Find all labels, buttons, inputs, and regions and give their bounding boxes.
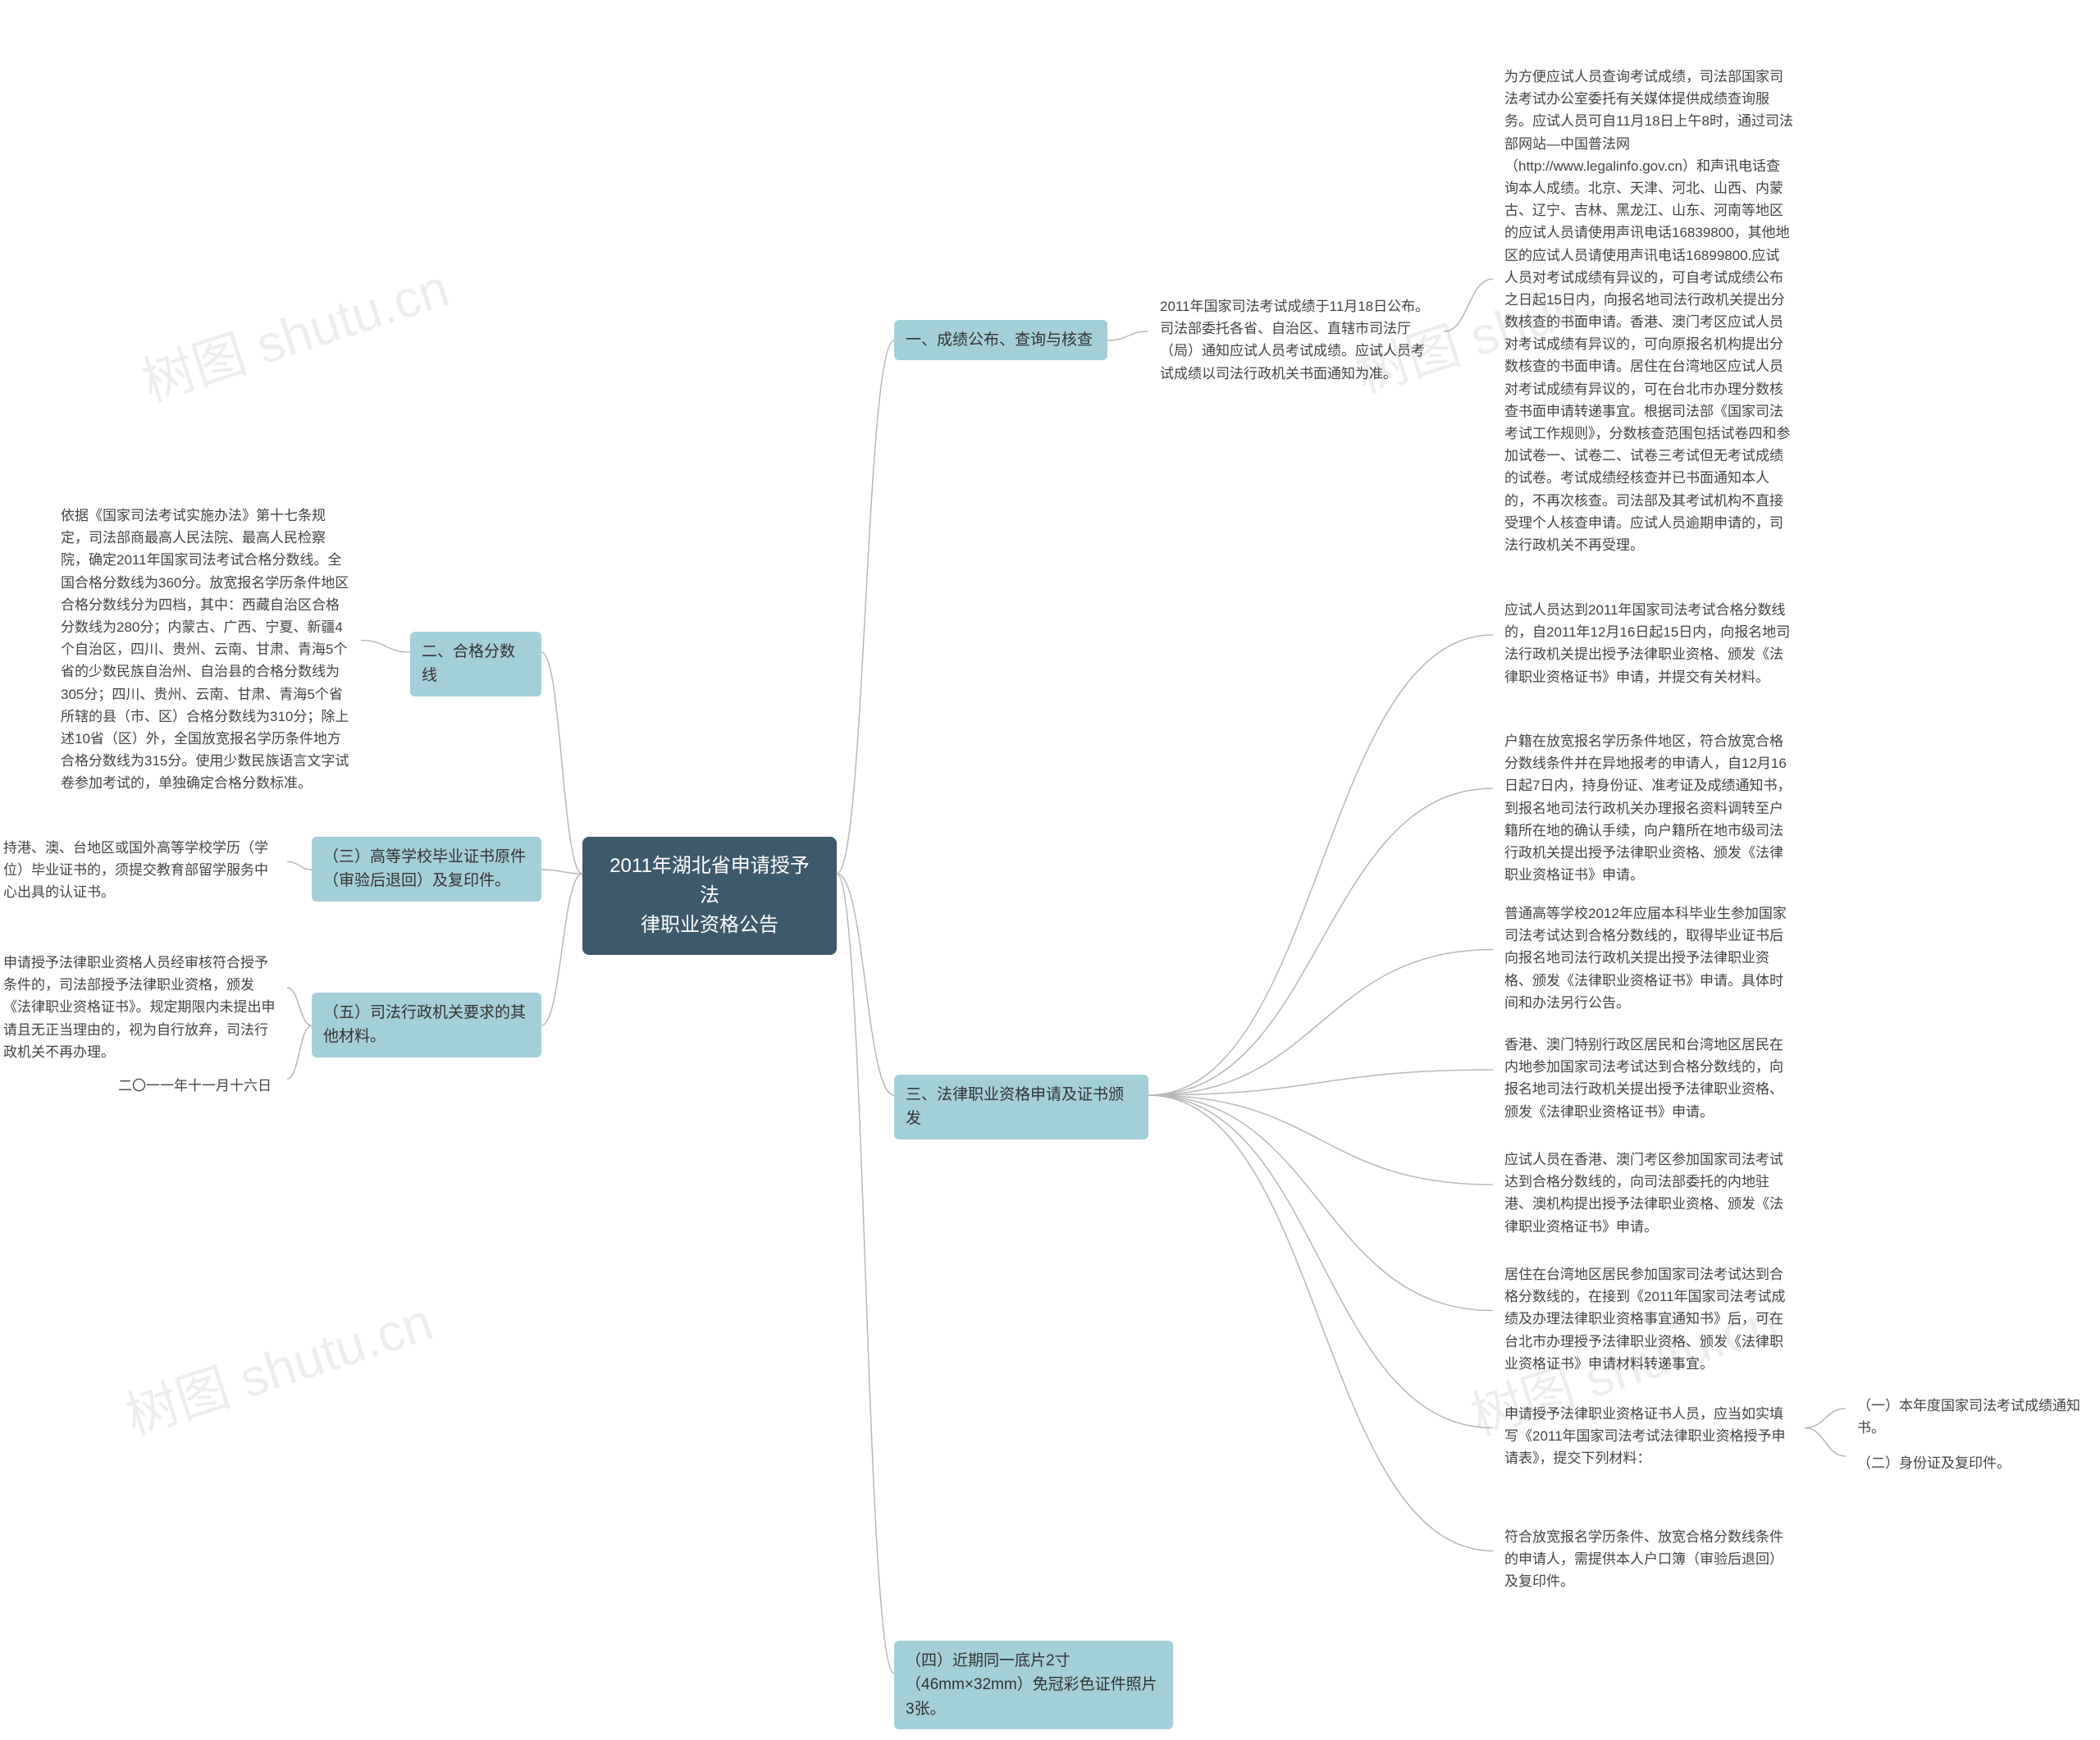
root-node: 2011年湖北省申请授予法 律职业资格公告	[582, 837, 837, 955]
leaf-node: （二）身份证及复印件。	[1846, 1444, 2026, 1482]
leaf-node: 香港、澳门特别行政区居民和台湾地区居民在内地参加国家司法考试达到合格分数线的，向…	[1493, 1025, 1805, 1131]
branch-node: 二、合格分数线	[410, 632, 541, 696]
leaf-node: 符合放宽报名学历条件、放宽合格分数线条件的申请人，需提供本人户口簿（审验后退回）…	[1493, 1518, 1805, 1601]
leaf-node: 申请授予法律职业资格人员经审核符合授予条件的，司法部授予法律职业资格，颁发《法律…	[0, 943, 287, 1071]
branch-node: （五）司法行政机关要求的其他材料。	[312, 993, 541, 1057]
leaf-node: 应试人员达到2011年国家司法考试合格分数线的，自2011年12月16日起15日…	[1493, 591, 1805, 696]
leaf-node: （一）本年度国家司法考试成绩通知书。	[1846, 1386, 2092, 1447]
leaf-node: 户籍在放宽报名学历条件地区，符合放宽合格分数线条件并在异地报考的申请人，自12月…	[1493, 722, 1805, 894]
leaf-node: 依据《国家司法考试实施办法》第十七条规定，司法部商最高人民法院、最高人民检察院，…	[49, 496, 361, 802]
branch-node: 一、成绩公布、查询与核查	[894, 320, 1107, 360]
branch-node: （四）近期同一底片2寸（46mm×32mm）免冠彩色证件照片3张。	[894, 1641, 1173, 1729]
leaf-node: 居住在台湾地区居民参加国家司法考试达到合格分数线的，在接到《2011年国家司法考…	[1493, 1255, 1805, 1383]
leaf-node: 二〇一一年十一月十六日	[107, 1066, 287, 1105]
leaf-node: 应试人员在香港、澳门考区参加国家司法考试达到合格分数线的，向司法部委托的内地驻港…	[1493, 1140, 1805, 1246]
branch-node: 三、法律职业资格申请及证书颁发	[894, 1075, 1148, 1139]
watermark: 树图 shutu.cn	[115, 1280, 441, 1450]
branch-node: （三）高等学校毕业证书原件（审验后退回）及复印件。	[312, 837, 541, 902]
leaf-node: 普通高等学校2012年应届本科毕业生参加国家司法考试达到合格分数线的，取得毕业证…	[1493, 894, 1805, 1022]
watermark: 树图 shutu.cn	[131, 246, 457, 416]
leaf-node: 为方便应试人员查询考试成绩，司法部国家司法考试办公室委托有关媒体提供成绩查询服务…	[1493, 57, 1805, 564]
leaf-node: 持港、澳、台地区或国外高等学校学历（学位）毕业证书的，须提交教育部留学服务中心出…	[0, 829, 287, 912]
leaf-node: 2011年国家司法考试成绩于11月18日公布。司法部委托各省、自治区、直辖市司法…	[1148, 287, 1444, 393]
leaf-node: 申请授予法律职业资格证书人员，应当如实填写《2011年国家司法考试法律职业资格授…	[1493, 1395, 1805, 1478]
